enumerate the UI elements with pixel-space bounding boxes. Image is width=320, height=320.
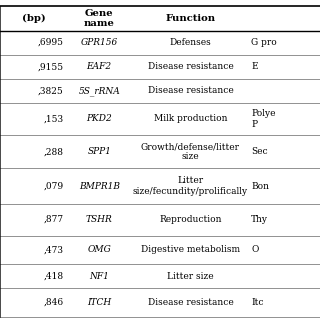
Text: E: E (251, 62, 258, 71)
Text: ,079: ,079 (43, 181, 63, 191)
Text: SPP1: SPP1 (87, 147, 111, 156)
Text: EAF2: EAF2 (87, 62, 112, 71)
Text: Gene
name: Gene name (84, 9, 115, 28)
Text: Defenses: Defenses (170, 38, 211, 47)
Text: Growth/defense/litter
size: Growth/defense/litter size (141, 142, 240, 161)
Text: Polye
P: Polye P (251, 109, 276, 129)
Text: Thy: Thy (251, 215, 268, 224)
Text: Reproduction: Reproduction (159, 215, 222, 224)
Text: ,473: ,473 (43, 245, 63, 254)
Text: G pro: G pro (251, 38, 277, 47)
Text: O: O (251, 245, 259, 254)
Text: ,288: ,288 (43, 147, 63, 156)
Text: ,153: ,153 (43, 115, 63, 124)
Text: Disease resistance: Disease resistance (148, 298, 233, 307)
Text: BMPR1B: BMPR1B (79, 181, 120, 191)
Text: (bp): (bp) (22, 14, 45, 23)
Text: Litter size: Litter size (167, 272, 214, 281)
Text: Digestive metabolism: Digestive metabolism (141, 245, 240, 254)
Text: ,3825: ,3825 (38, 86, 63, 95)
Text: GPR156: GPR156 (81, 38, 118, 47)
Text: 5S_rRNA: 5S_rRNA (78, 86, 120, 96)
Text: Sec: Sec (251, 147, 268, 156)
Text: ,418: ,418 (43, 272, 63, 281)
Text: ITCH: ITCH (87, 298, 111, 307)
Text: Function: Function (165, 14, 215, 23)
Text: OMG: OMG (87, 245, 111, 254)
Text: ,877: ,877 (43, 215, 63, 224)
Text: Disease resistance: Disease resistance (148, 86, 233, 95)
Text: Disease resistance: Disease resistance (148, 62, 233, 71)
Text: ,846: ,846 (43, 298, 63, 307)
Text: PKD2: PKD2 (86, 115, 112, 124)
Text: Itc: Itc (251, 298, 264, 307)
Text: ,9155: ,9155 (37, 62, 63, 71)
Text: NF1: NF1 (89, 272, 109, 281)
Text: ,6995: ,6995 (37, 38, 63, 47)
Text: Bon: Bon (251, 181, 269, 191)
Text: Litter
size/fecundity/prolifically: Litter size/fecundity/prolifically (133, 176, 248, 196)
Text: Milk production: Milk production (154, 115, 227, 124)
Text: TSHR: TSHR (86, 215, 113, 224)
